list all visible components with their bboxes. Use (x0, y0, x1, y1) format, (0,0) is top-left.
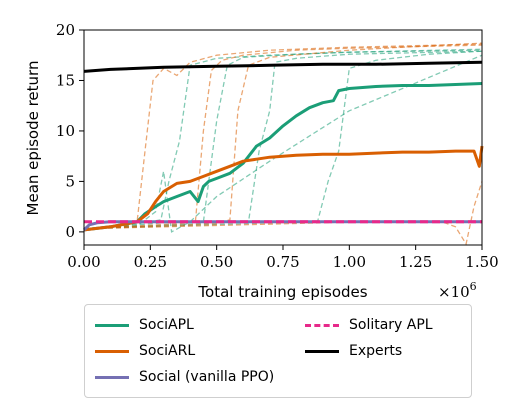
x-tick-label: 1.00 (333, 253, 366, 271)
y-axis-ticks: 0 5 10 15 20 (56, 21, 84, 241)
x-axis-ticks: 0.00 0.25 0.50 0.75 1.00 1.25 1.50 (67, 245, 499, 271)
x-tick-label: 0.25 (134, 253, 167, 271)
seed-run-line (83, 42, 483, 230)
y-tick-label: 10 (56, 122, 75, 140)
series-layer (82, 60, 484, 232)
seed-run-line (83, 50, 483, 230)
x-tick-label: 1.25 (399, 253, 432, 271)
x-multiplier-label: ×106 (438, 280, 477, 300)
legend-label: SociAPL (139, 317, 194, 333)
legend-label: Solitary APL (349, 317, 433, 333)
series-line-sociapl (83, 82, 483, 232)
x-axis-label: Total training episodes (197, 283, 367, 300)
legend-item-experts: Experts (305, 341, 402, 361)
legend-label: SociARL (139, 343, 196, 359)
legend-item-social-ppo: Social (vanilla PPO) (95, 367, 274, 387)
series-line-sociarl (83, 145, 484, 232)
seed-run-line (83, 54, 483, 233)
legend-swatch (95, 323, 129, 327)
y-tick-label: 5 (65, 172, 75, 190)
y-axis-label: Mean episode return (24, 61, 42, 216)
x-tick-label: 0.75 (266, 253, 299, 271)
legend-item-sociarl: SociARL (95, 341, 195, 361)
legend-item-sociapl: SociAPL (95, 315, 194, 335)
x-tick-label: 0.50 (200, 253, 233, 271)
y-tick-label: 15 (56, 71, 75, 89)
legend-swatch (95, 349, 129, 353)
seed-run-line (83, 181, 483, 246)
legend-swatch (305, 349, 339, 353)
seed-run-line (83, 49, 483, 230)
legend-label: Experts (349, 343, 403, 359)
legend-item-solitary-apl: Solitary APL (305, 315, 433, 335)
series-line-experts (83, 60, 483, 73)
legend-label: Social (vanilla PPO) (139, 369, 275, 385)
y-tick-label: 20 (56, 21, 75, 39)
x-tick-label: 0.00 (67, 253, 100, 271)
x-tick-label: 1.50 (465, 253, 498, 271)
seed-run-line (83, 48, 483, 230)
y-tick-label: 0 (65, 223, 75, 241)
seed-run-line (83, 44, 483, 230)
legend: SociAPL SociARL Social (vanilla PPO) Sol… (84, 304, 472, 398)
line-chart: 0.00 0.25 0.50 0.75 1.00 1.25 1.50 0 5 10 15 20 To… (24, 21, 499, 300)
legend-swatch (305, 323, 339, 327)
seed-run-line (83, 43, 483, 230)
legend-swatch (95, 375, 129, 379)
seed-run-line (83, 50, 483, 230)
